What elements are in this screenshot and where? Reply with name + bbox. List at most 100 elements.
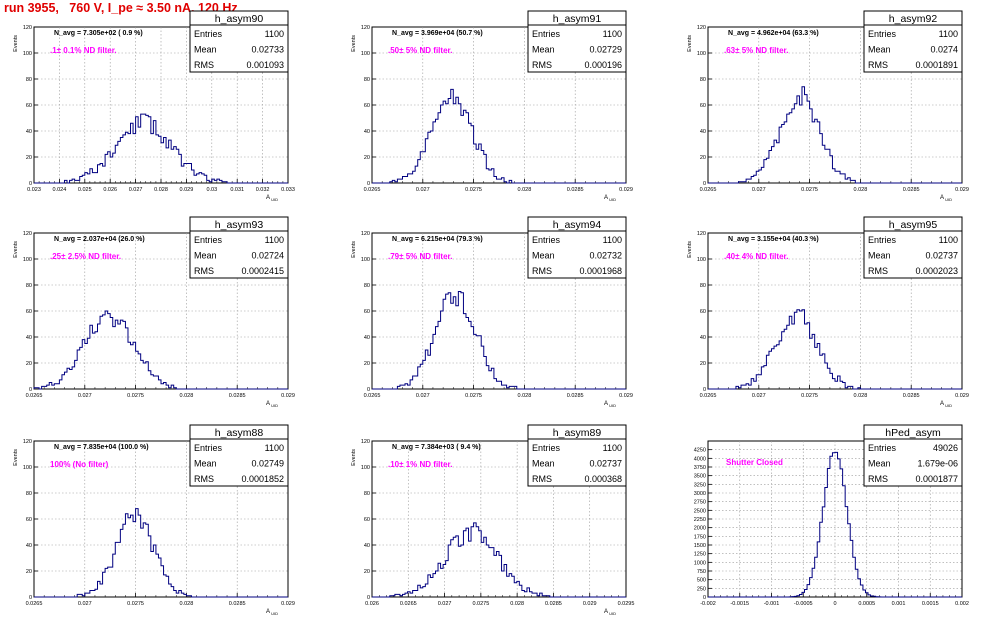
- x-tick-label: -0.0005: [794, 601, 813, 607]
- x-tick-label: 0.027: [78, 393, 92, 399]
- histogram-panel-h_asym90: 0.023 0.024 0.025 0.026 0.027 0.028 0.029 0.03 0…: [13, 10, 295, 202]
- x-tick-label: 0.027: [752, 187, 766, 193]
- stats-title: h_asym92: [889, 13, 938, 25]
- stats-label: Entries: [868, 235, 897, 245]
- stats-value: 0.0001877: [915, 474, 958, 484]
- y-tick-label: 120: [23, 231, 32, 237]
- stats-value: 1100: [265, 29, 284, 39]
- x-tick-label: 0.0005: [858, 601, 875, 607]
- x-tick-label: -0.0015: [730, 601, 749, 607]
- filter-label: .50± 5% ND filter.: [388, 46, 452, 55]
- stats-label: RMS: [194, 60, 214, 70]
- y-tick-label: 100: [361, 465, 370, 471]
- y-tick-label: 3250: [694, 482, 706, 488]
- y-tick-label: 0: [29, 181, 32, 187]
- x-tick-label: 0.0285: [567, 393, 584, 399]
- x-tick-label: 0.029: [180, 187, 194, 193]
- navg-annotation: N_avg = 7.305e+02 ( 0.9 %): [54, 30, 143, 37]
- y-tick-label: 0: [29, 595, 32, 601]
- y-tick-label: 80: [364, 283, 370, 289]
- x-tick-label: 0.025: [78, 187, 92, 193]
- y-tick-label: 1250: [694, 552, 706, 558]
- stats-value: 0.02732: [589, 251, 622, 261]
- stats-value: 0.001093: [246, 60, 284, 70]
- y-axis-title: Events: [687, 241, 693, 258]
- stats-box: [863, 438, 963, 487]
- histogram-line: [33, 310, 288, 390]
- x-tick-label: 0: [833, 601, 836, 607]
- navg-annotation: N_avg = 4.962e+04 (63.3 %): [728, 30, 819, 37]
- x-tick-label: 0.027: [752, 393, 766, 399]
- stats-value: 1100: [265, 235, 284, 245]
- stats-label: Mean: [532, 459, 555, 469]
- filter-label: Shutter Closed: [726, 458, 783, 467]
- x-tick-label: 0.033: [281, 187, 295, 193]
- x-tick-label: 0.029: [955, 393, 969, 399]
- y-tick-label: 3500: [694, 474, 706, 480]
- y-tick-label: 3000: [694, 491, 706, 497]
- histogram-panel-h_asym91: 0.0265 0.027 0.0275 0.028 0.0285 0.029 0 20 40 60…: [351, 10, 633, 202]
- y-tick-label: 100: [23, 51, 32, 57]
- x-tick-label: 0.028: [154, 187, 168, 193]
- y-tick-label: 750: [697, 569, 706, 575]
- histogram-line: [34, 508, 288, 598]
- x-tick-label: 0.027: [438, 601, 452, 607]
- filter-label: .1± 0.1% ND filter.: [50, 46, 117, 55]
- stats-value: 0.02729: [589, 45, 622, 55]
- x-axis-title: A UID: [604, 195, 616, 202]
- histogram-line: [372, 291, 626, 390]
- histogram-panel-hPed_asym: -0.002 -0.0015 -0.001 -0.0005 0 0.0005 0.001 0.…: [694, 424, 969, 607]
- y-axis-title: Events: [13, 35, 19, 52]
- x-tick-label: 0.0295: [618, 601, 635, 607]
- x-tick-label: 0.0275: [465, 187, 482, 193]
- x-tick-label: 0.0275: [127, 393, 144, 399]
- stats-value: 0.0001852: [241, 474, 284, 484]
- y-tick-label: 100: [23, 465, 32, 471]
- stats-value: 1100: [939, 29, 958, 39]
- y-tick-label: 60: [364, 517, 370, 523]
- stats-value: 1100: [603, 29, 622, 39]
- y-tick-label: 80: [364, 491, 370, 497]
- stats-value: 1.679e-06: [917, 459, 958, 469]
- stats-value: 1100: [265, 443, 284, 453]
- stats-title: h_asym90: [215, 13, 264, 25]
- navg-annotation: N_avg = 3.969e+04 (50.7 %): [392, 30, 483, 37]
- x-tick-label: 0.027: [416, 187, 430, 193]
- stats-label: Entries: [194, 443, 223, 453]
- x-tick-label: 0.0285: [903, 187, 920, 193]
- stats-box: [189, 230, 289, 279]
- x-tick-label: 0.028: [518, 187, 532, 193]
- x-tick-label: 0.029: [955, 187, 969, 193]
- stats-label: Mean: [194, 251, 217, 261]
- stats-value: 1100: [603, 443, 622, 453]
- y-tick-label: 0: [703, 595, 706, 601]
- y-tick-label: 20: [364, 361, 370, 367]
- stats-value: 1100: [603, 235, 622, 245]
- stats-label: RMS: [532, 474, 552, 484]
- x-tick-label: 0.001: [892, 601, 906, 607]
- y-tick-label: 40: [26, 335, 32, 341]
- y-tick-label: 40: [26, 543, 32, 549]
- x-tick-label: 0.026: [103, 187, 117, 193]
- y-axis-title: Events: [13, 449, 19, 466]
- stats-label: Entries: [532, 235, 561, 245]
- x-tick-label: 0.028: [518, 393, 532, 399]
- x-tick-label: 0.028: [510, 601, 524, 607]
- y-axis-title: Events: [351, 35, 357, 52]
- y-tick-label: 40: [26, 129, 32, 135]
- y-tick-label: 80: [26, 491, 32, 497]
- stats-label: RMS: [868, 474, 888, 484]
- x-tick-label: 0.029: [281, 601, 295, 607]
- x-axis-title: A UID: [266, 401, 278, 408]
- x-tick-label: 0.002: [955, 601, 969, 607]
- stats-label: Entries: [868, 443, 897, 453]
- stats-label: RMS: [532, 266, 552, 276]
- stats-box: [527, 230, 627, 279]
- y-tick-label: 0: [703, 181, 706, 187]
- x-tick-label: 0.029: [281, 393, 295, 399]
- y-tick-label: 120: [697, 25, 706, 31]
- y-tick-label: 80: [700, 283, 706, 289]
- x-tick-label: 0.0275: [127, 601, 144, 607]
- y-tick-label: 120: [361, 231, 370, 237]
- y-tick-label: 60: [700, 309, 706, 315]
